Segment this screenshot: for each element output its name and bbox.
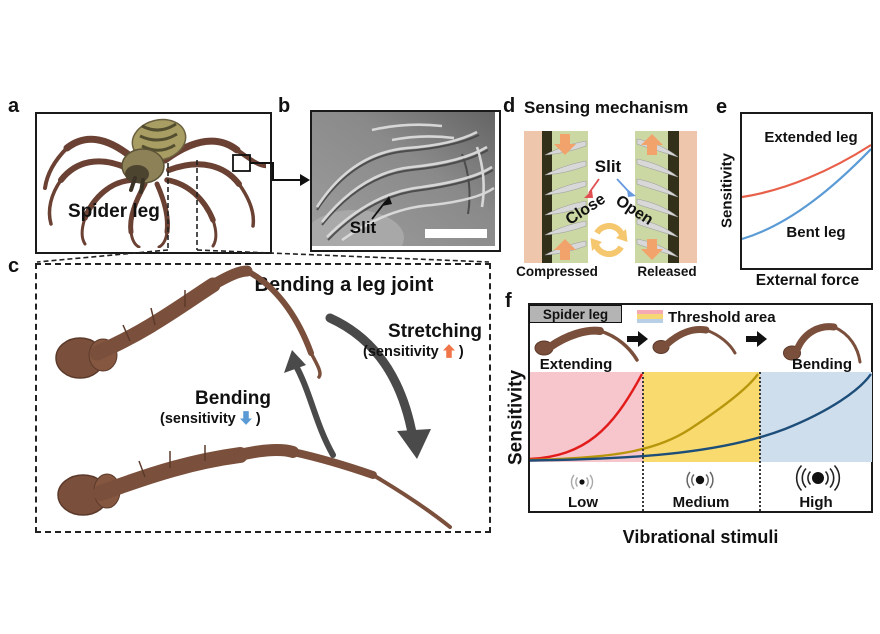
bending-state-label: Bending	[792, 356, 852, 373]
zone-divider-medium-high	[759, 372, 761, 511]
panel-e-curves	[742, 144, 871, 241]
spider-illustration	[43, 118, 266, 248]
bent-leg-label: Bent leg	[786, 224, 846, 241]
panel-b-slit-label: Slit	[349, 218, 377, 237]
cycle-arrows-icon	[590, 222, 628, 258]
zone-label-high: High	[799, 494, 833, 511]
panel-f-xlabel: Vibrational stimuli	[622, 527, 779, 547]
vibration-low-icon	[570, 474, 594, 490]
compressed-label: Compressed	[516, 264, 598, 279]
low-threshold-band	[530, 372, 643, 462]
extended-leg-drawing	[55, 265, 322, 379]
sem-ridge-shadows	[316, 134, 494, 241]
stretching-label: Stretching	[388, 321, 482, 342]
scale-bar	[425, 229, 487, 238]
spider-leg-header: Spider leg	[529, 305, 622, 323]
stretching-sub-close: )	[458, 344, 464, 360]
stretching-sub-text: (sensitivity	[363, 344, 439, 360]
panel-a-box	[35, 112, 272, 254]
transition-arrow-icon	[627, 331, 648, 347]
slit-arrow	[371, 196, 392, 220]
bending-label: Bending	[195, 388, 271, 409]
medium-threshold-band	[643, 372, 760, 462]
threshold-chart	[530, 372, 872, 462]
bending-sub-close: )	[255, 411, 261, 427]
release-down-arrow-icon	[641, 239, 663, 260]
panel-a-letter: a	[8, 95, 20, 117]
panel-d-letter: d	[503, 95, 516, 117]
sensitivity-down-icon	[239, 411, 252, 425]
panel-b-letter: b	[278, 95, 291, 117]
threshold-legend-label: Threshold area	[668, 309, 776, 326]
extended-leg-curve	[742, 144, 871, 199]
bending-sensitivity-curve	[530, 373, 872, 462]
panel-f-letter: f	[505, 290, 512, 312]
released-slit-strip	[635, 131, 697, 263]
compressed-slit-strip	[524, 131, 588, 263]
extended-leg-label: Extended leg	[764, 129, 858, 146]
zone-divider-low-medium	[642, 372, 644, 511]
released-label: Released	[637, 264, 697, 279]
connector-arrowhead	[300, 174, 310, 186]
extending-leg-thumb	[534, 326, 639, 362]
extending-sensitivity-curve	[530, 373, 644, 461]
bending-leg-thumb	[783, 323, 862, 364]
extending-label: Extending	[539, 356, 613, 373]
panel-e-plot-box: Extended leg Bent leg	[740, 112, 873, 270]
vibration-medium-icon	[686, 471, 714, 489]
slit-center-label: Slit	[594, 157, 622, 176]
bent-leg-drawing	[57, 444, 452, 529]
bent-leg-curve	[742, 148, 871, 241]
intermediate-leg-thumb	[652, 326, 737, 355]
spider-body	[121, 118, 187, 194]
bend-cycle-arrow	[284, 350, 336, 458]
sem-ridges	[315, 123, 495, 242]
spider-legs-right	[154, 137, 266, 248]
panel-c-letter: c	[8, 255, 20, 277]
leg-joint-illustration	[55, 265, 452, 529]
stretching-sub: (sensitivity )	[363, 344, 523, 360]
panel-e-xlabel: External force	[755, 272, 860, 289]
vibration-high-icon	[795, 464, 841, 492]
panel-f-ylabel: Sensitivity	[505, 369, 527, 466]
release-up-arrow-icon	[641, 134, 663, 155]
panel-c-title: Bending a leg joint	[254, 274, 434, 296]
bending-sub-text: (sensitivity	[160, 411, 236, 427]
threshold-legend-swatch	[637, 310, 663, 324]
sem-slit-micrograph	[312, 112, 495, 246]
zone-label-medium: Medium	[672, 494, 730, 511]
panel-b-box: Slit	[310, 110, 501, 252]
bending-sub: (sensitivity )	[160, 411, 320, 427]
close-open-arrows	[584, 178, 636, 198]
compress-down-arrow-icon	[554, 134, 576, 155]
panel-e-letter: e	[716, 96, 728, 118]
panel-f-plot-box	[528, 303, 873, 513]
stretch-cycle-arrow	[325, 313, 431, 459]
intermediate-sensitivity-curve	[530, 373, 759, 462]
panel-d-title: Sensing mechanism	[524, 98, 689, 117]
close-arrow-icon	[588, 178, 600, 194]
high-threshold-band	[760, 372, 872, 462]
sensitivity-up-icon	[442, 344, 455, 358]
panel-c-box	[35, 263, 491, 533]
compress-up-arrow-icon	[554, 239, 576, 260]
transition-arrow-icon	[746, 331, 767, 347]
panel-a-label: Spider leg	[68, 201, 160, 222]
panel-e-ylabel: Sensitivity	[718, 152, 736, 229]
zone-label-low: Low	[568, 494, 598, 511]
